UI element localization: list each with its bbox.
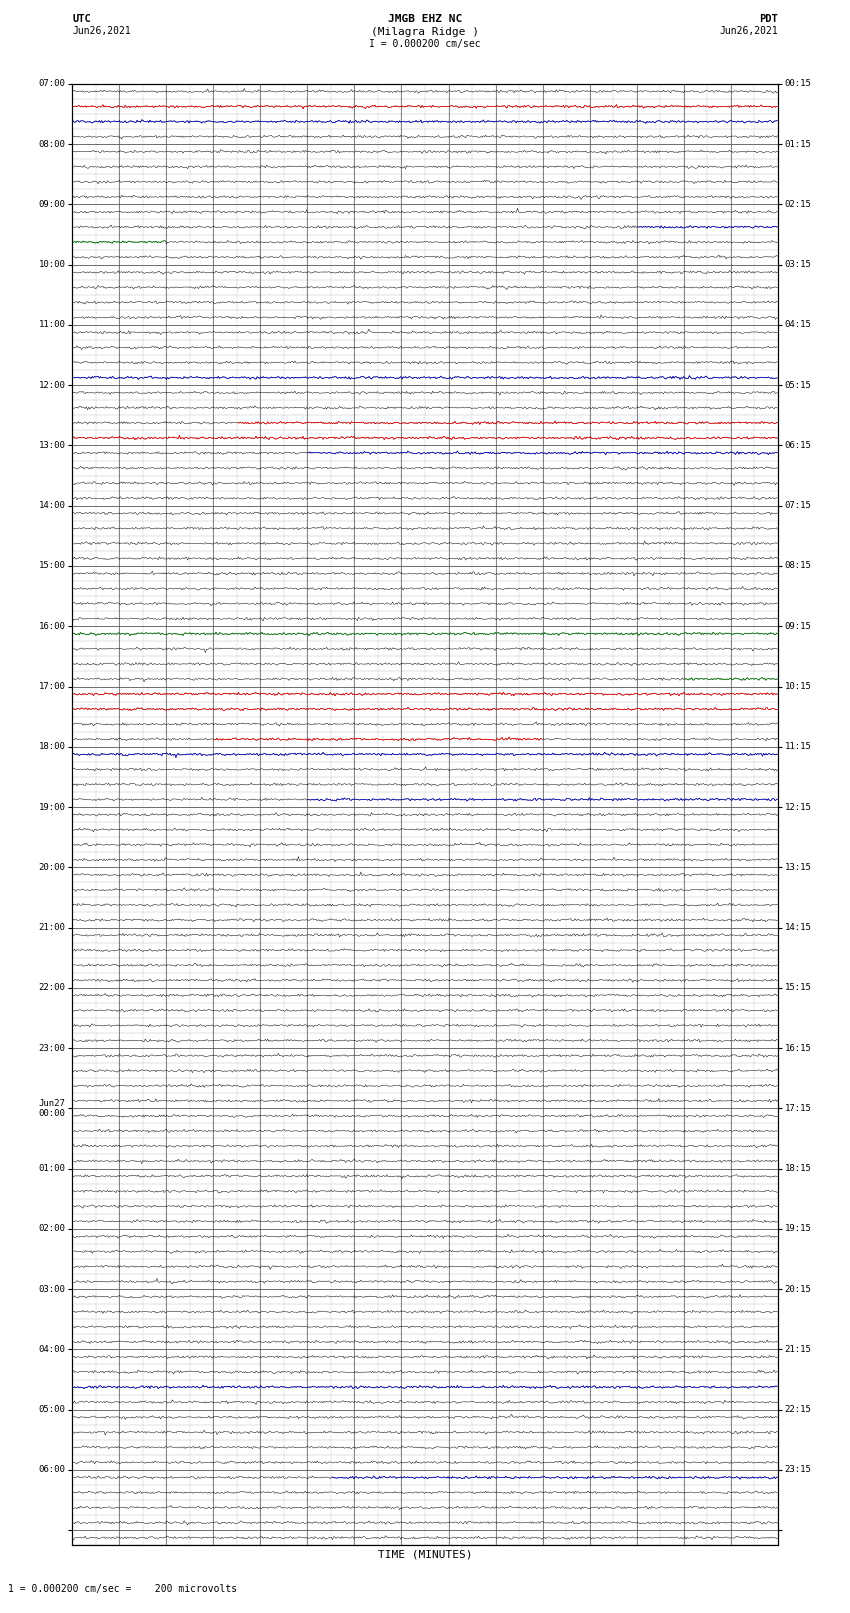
- Text: 1 = 0.000200 cm/sec =    200 microvolts: 1 = 0.000200 cm/sec = 200 microvolts: [8, 1584, 238, 1594]
- Text: PDT: PDT: [759, 13, 778, 24]
- Text: I = 0.000200 cm/sec: I = 0.000200 cm/sec: [369, 39, 481, 48]
- Text: UTC: UTC: [72, 13, 91, 24]
- Text: Jun26,2021: Jun26,2021: [719, 26, 778, 35]
- Text: (Milagra Ridge ): (Milagra Ridge ): [371, 26, 479, 37]
- X-axis label: TIME (MINUTES): TIME (MINUTES): [377, 1550, 473, 1560]
- Text: JMGB EHZ NC: JMGB EHZ NC: [388, 13, 462, 24]
- Text: Jun26,2021: Jun26,2021: [72, 26, 131, 35]
